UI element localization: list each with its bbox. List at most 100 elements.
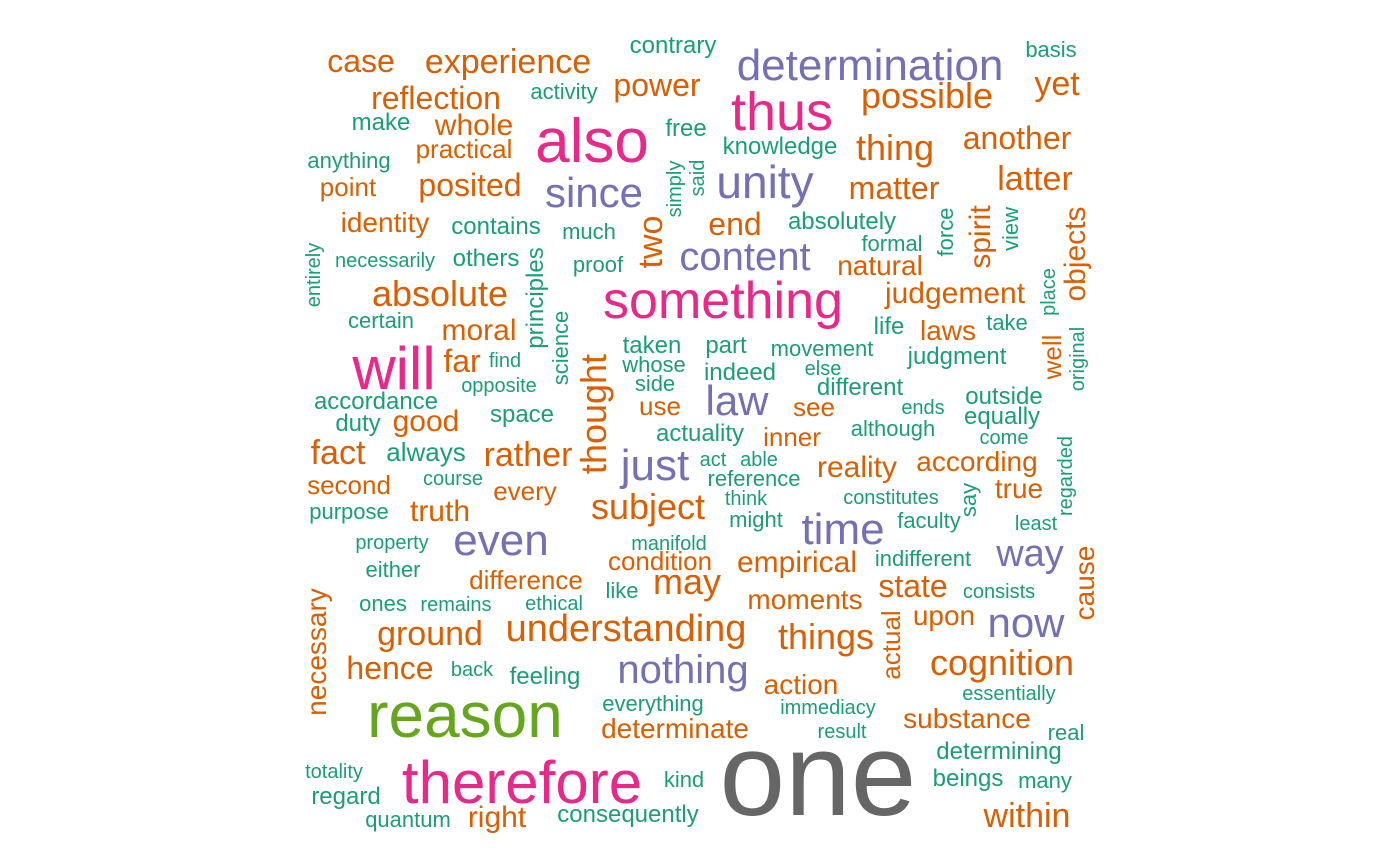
word-constitutes: constitutes [843, 487, 939, 509]
word-thus: thus [731, 82, 833, 142]
word-possible: possible [861, 75, 993, 116]
word-another: another [963, 120, 1072, 156]
word-reality: reality [817, 451, 897, 484]
word-consists: consists [963, 581, 1035, 603]
word-feeling: feeling [510, 663, 581, 690]
word-whole: whole [434, 109, 513, 142]
word-many: many [1018, 768, 1072, 793]
word-ground: ground [377, 615, 483, 653]
word-essentially: essentially [962, 683, 1055, 705]
word-now: now [987, 599, 1065, 646]
word-entirely: entirely [303, 243, 325, 307]
word-anything: anything [307, 148, 390, 173]
word-certain: certain [348, 308, 414, 333]
word-spirit: spirit [964, 205, 997, 269]
word-equally: equally [964, 403, 1040, 430]
word-space: space [490, 401, 554, 428]
word-manifold: manifold [631, 533, 707, 555]
word-remains: remains [420, 594, 491, 616]
word-way: way [995, 533, 1064, 575]
word-laws: laws [920, 315, 976, 346]
word-reference: reference [708, 466, 801, 491]
word-time: time [801, 505, 884, 554]
word-thing: thing [856, 127, 934, 168]
word-actuality: actuality [656, 420, 744, 447]
word-nothing: nothing [617, 648, 748, 692]
word-cause: cause [1069, 546, 1100, 621]
word-something: something [603, 272, 843, 330]
word-objects: objects [1059, 206, 1092, 301]
word-ends: ends [901, 397, 944, 419]
word-act: act [700, 449, 727, 471]
word-second: second [307, 470, 391, 500]
word-beings: beings [933, 765, 1004, 792]
word-basis: basis [1025, 37, 1076, 62]
word-course: course [423, 468, 483, 490]
word-least: least [1015, 513, 1058, 535]
word-different: different [817, 374, 904, 401]
word-result: result [818, 721, 867, 743]
word-like: like [605, 578, 638, 603]
word-others: others [453, 245, 520, 272]
word-knowledge: knowledge [723, 133, 838, 160]
word-contains: contains [451, 213, 540, 240]
word-therefore: therefore [402, 749, 642, 816]
word-understanding: understanding [506, 608, 747, 650]
word-just: just [619, 441, 689, 490]
word-place: place [1038, 268, 1060, 316]
word-cognition: cognition [930, 642, 1074, 683]
word-content: content [679, 235, 810, 279]
word-simply: simply [664, 161, 686, 218]
word-according: according [916, 446, 1037, 477]
word-view: view [998, 207, 1023, 251]
word-far: far [443, 343, 481, 379]
word-absolutely: absolutely [788, 208, 896, 235]
word-might: might [729, 507, 783, 532]
word-will: will [351, 335, 435, 402]
word-back: back [451, 659, 494, 681]
word-outside: outside [965, 383, 1042, 410]
word-latter: latter [997, 160, 1073, 198]
word-unity: unity [716, 156, 813, 208]
word-practical: practical [416, 134, 513, 164]
word-said: said [687, 160, 709, 197]
word-determining: determining [936, 738, 1061, 765]
word-hence: hence [346, 650, 433, 686]
word-right: right [468, 801, 527, 834]
word-think: think [725, 488, 768, 510]
word-inner: inner [763, 422, 821, 452]
word-science: science [548, 311, 573, 386]
word-movement: movement [771, 336, 874, 361]
word-necessarily: necessarily [335, 250, 435, 272]
word-although: although [851, 416, 935, 441]
word-make: make [352, 109, 411, 136]
word-yet: yet [1034, 65, 1080, 103]
word-difference: difference [469, 565, 583, 595]
word-find: find [489, 350, 521, 372]
word-point: point [320, 172, 377, 202]
word-principles: principles [522, 247, 549, 348]
word-ethical: ethical [525, 593, 583, 615]
word-take: take [986, 310, 1028, 335]
word-totality: totality [305, 761, 363, 783]
word-always: always [386, 437, 465, 467]
word-life: life [874, 313, 905, 340]
word-necessary: necessary [301, 588, 332, 716]
word-reflection: reflection [371, 80, 501, 116]
word-use: use [639, 391, 681, 421]
word-even: even [453, 516, 548, 565]
word-law: law [705, 377, 769, 424]
word-accordance: accordance [314, 388, 438, 415]
word-identity: identity [341, 207, 430, 238]
word-regarded: regarded [1055, 436, 1077, 516]
word-may: may [653, 561, 721, 602]
word-property: property [355, 532, 428, 554]
word-case: case [327, 43, 395, 79]
word-also: also [535, 107, 649, 176]
word-since: since [545, 169, 643, 216]
word-kind: kind [664, 767, 704, 792]
word-experience: experience [425, 43, 591, 81]
word-duty: duty [335, 410, 380, 437]
word-determinate: determinate [601, 713, 749, 744]
